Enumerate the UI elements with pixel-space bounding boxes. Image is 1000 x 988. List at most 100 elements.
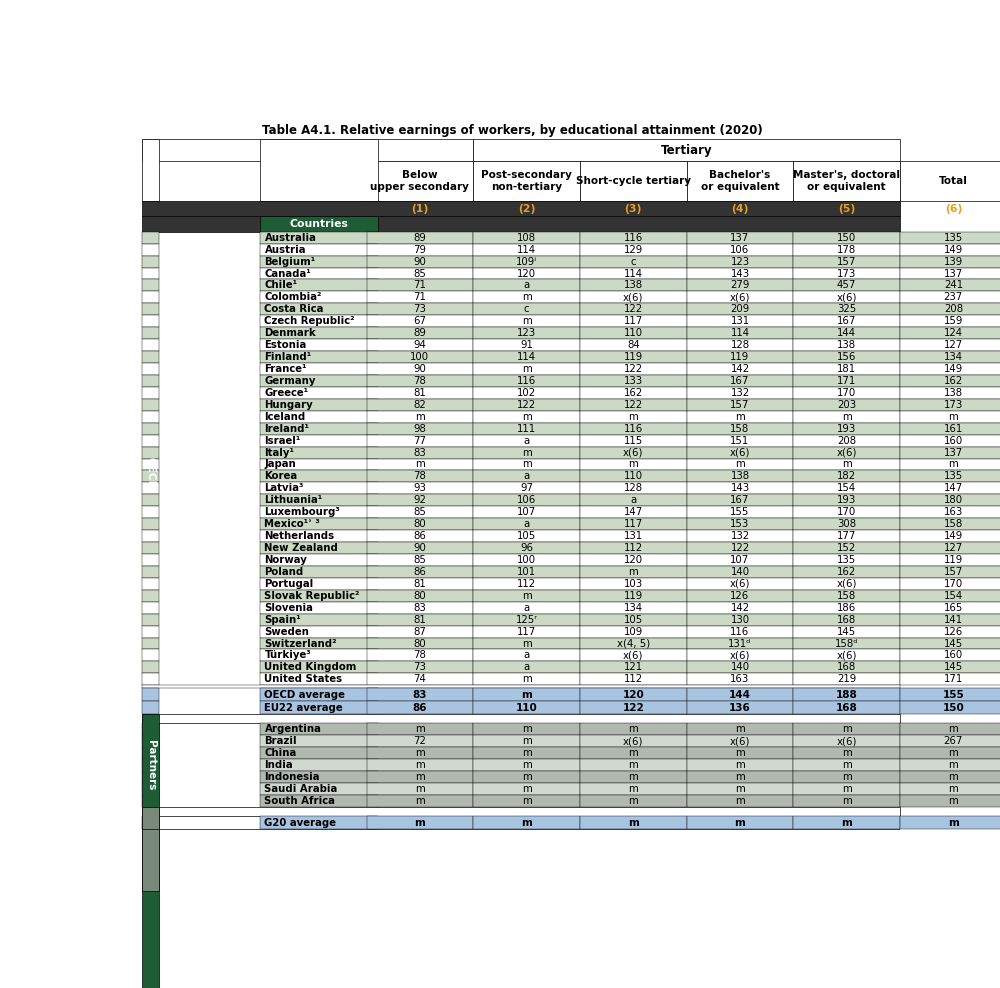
Text: 119: 119 [944,555,963,565]
Text: 119: 119 [624,352,643,362]
Text: 208: 208 [944,304,963,314]
Bar [260,447,378,458]
Bar [900,482,1000,494]
Bar [793,566,900,578]
Bar [142,723,159,735]
Text: 163: 163 [944,507,963,518]
Bar [900,602,1000,614]
Text: 98: 98 [413,424,426,434]
Bar [260,542,378,554]
Bar [687,387,793,399]
Text: Indonesia: Indonesia [264,773,320,782]
Text: m: m [522,724,531,734]
Bar [793,759,900,772]
Bar [580,339,687,351]
Text: 81: 81 [414,579,426,589]
Bar [793,795,900,807]
Bar [687,590,793,602]
Bar [473,399,580,411]
Bar [367,661,473,674]
Bar [473,590,580,602]
Text: 135: 135 [944,471,963,481]
Text: 177: 177 [837,532,856,541]
Text: 161: 161 [944,424,963,434]
Text: (4): (4) [731,204,749,213]
Bar [260,482,378,494]
Text: x(6): x(6) [730,736,750,746]
Bar [260,795,378,807]
Bar [687,637,793,649]
Text: 123: 123 [517,328,536,338]
Text: 122: 122 [624,400,643,410]
Text: 71: 71 [413,292,426,302]
Bar [687,614,793,625]
Bar [142,542,159,554]
Text: x(6): x(6) [836,736,857,746]
Bar [900,363,1000,375]
Bar [580,268,687,280]
Bar [687,816,793,829]
Bar [142,423,159,435]
Bar [900,268,1000,280]
Text: Poland: Poland [264,567,304,577]
Bar [260,280,378,291]
Text: Korea: Korea [264,471,298,481]
Text: Countries: Countries [289,219,348,229]
Text: 81: 81 [414,615,426,624]
Text: (1): (1) [411,204,429,213]
Bar [793,268,900,280]
Text: 155: 155 [942,690,964,700]
Text: m: m [415,459,425,469]
Bar [900,637,1000,649]
Bar [367,625,473,637]
Text: x(6): x(6) [623,736,644,746]
Bar [580,759,687,772]
Text: m: m [628,748,638,759]
Bar [260,494,378,506]
Bar [260,339,378,351]
Bar [367,590,473,602]
Bar [900,470,1000,482]
Bar [900,447,1000,458]
Text: 167: 167 [730,495,750,505]
Bar [687,494,793,506]
Bar [473,244,580,256]
Text: m: m [948,818,959,828]
Text: 120: 120 [622,690,644,700]
Bar [793,411,900,423]
Text: 158: 158 [944,519,963,530]
Bar [900,280,1000,291]
Bar [687,327,793,339]
Text: 308: 308 [837,519,856,530]
Text: c: c [524,304,529,314]
Bar [793,747,900,759]
Text: 132: 132 [730,532,750,541]
Text: m: m [842,760,852,771]
Text: 140: 140 [730,662,750,673]
Bar [142,518,159,531]
Bar [260,423,378,435]
Bar [687,232,793,244]
Text: OECD: OECD [146,456,156,489]
Bar [793,423,900,435]
Bar [900,816,1000,829]
Text: 173: 173 [837,269,856,279]
Bar [260,363,378,375]
Bar [367,363,473,375]
Bar [142,614,159,625]
Text: 150: 150 [837,233,856,243]
Bar [367,399,473,411]
Text: m: m [628,567,638,577]
Bar [580,291,687,303]
Bar [687,447,793,458]
Bar [142,232,159,244]
Text: 154: 154 [837,483,856,493]
Text: Argentina: Argentina [264,724,321,734]
Text: 162: 162 [944,376,963,386]
Text: 84: 84 [627,340,640,350]
Text: 121: 121 [624,662,643,673]
Text: 170: 170 [837,507,856,518]
Bar [900,590,1000,602]
Text: m: m [522,784,531,794]
Bar [473,339,580,351]
